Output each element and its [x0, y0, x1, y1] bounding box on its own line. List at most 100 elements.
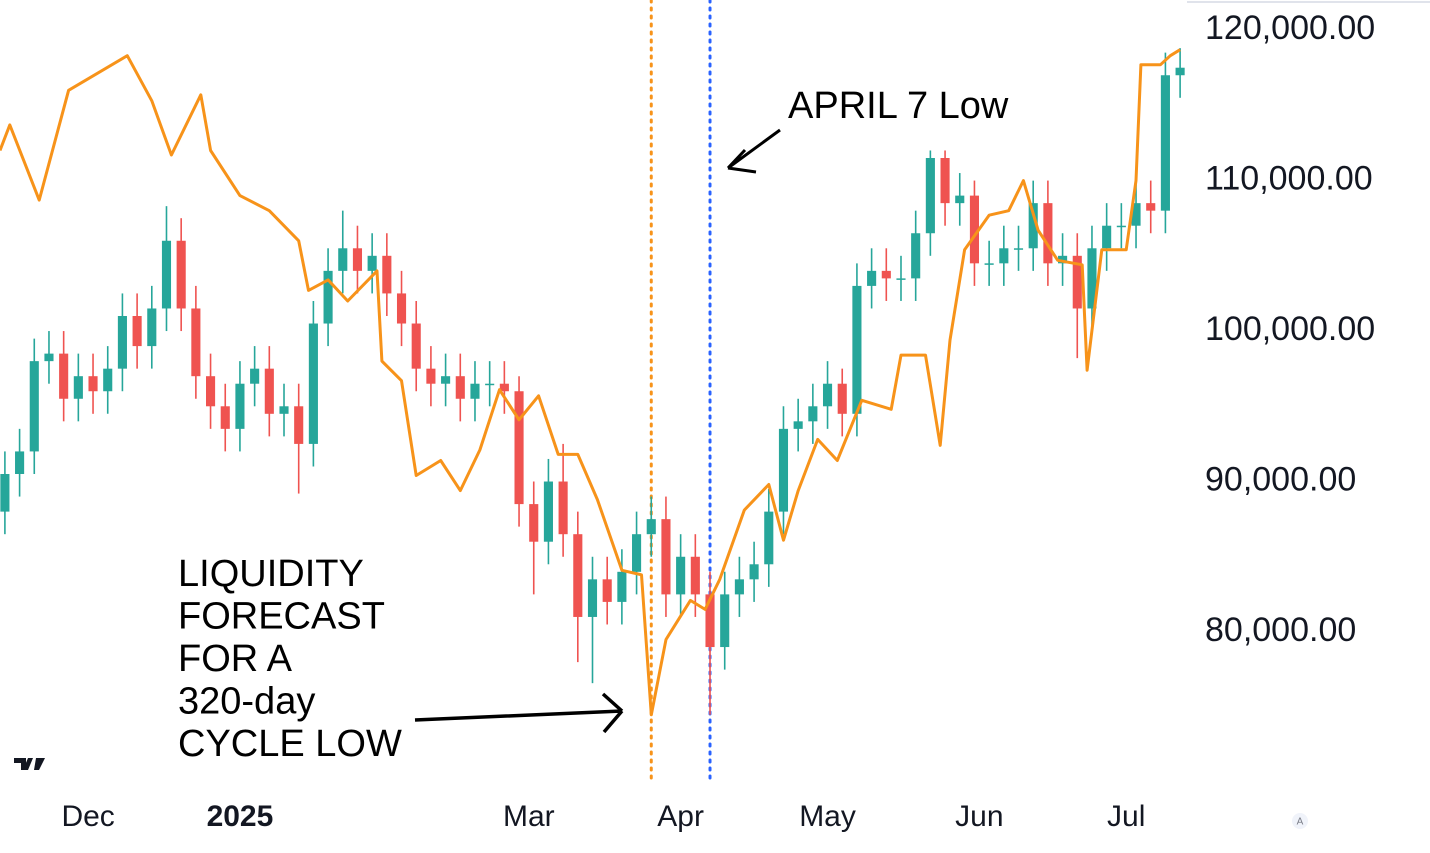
candle-body — [294, 406, 304, 444]
candle-body — [323, 270, 333, 324]
candle-body — [558, 481, 568, 535]
candle-body — [396, 293, 407, 324]
candle-body — [191, 308, 201, 377]
annotation-line: CYCLE LOW — [178, 723, 402, 765]
candle-body — [881, 270, 891, 279]
candle-body — [676, 556, 686, 595]
candle-body — [573, 534, 583, 617]
candle-body — [441, 376, 451, 384]
candle-body — [250, 368, 260, 384]
candle-body — [1102, 225, 1112, 249]
candle-body — [176, 240, 186, 309]
candle-body — [1116, 225, 1126, 228]
candle-body — [29, 361, 39, 452]
y-tick-label: 120,000.00 — [1205, 9, 1375, 47]
candle-body — [1028, 203, 1038, 249]
candle-body — [499, 383, 509, 392]
candle-body — [59, 353, 69, 399]
candle-body — [940, 158, 950, 204]
candle-body — [999, 248, 1009, 264]
candle-body — [1131, 203, 1141, 226]
candle-body — [529, 504, 539, 542]
candle-body — [896, 278, 906, 280]
candle-body — [147, 308, 157, 347]
candle-body — [1160, 75, 1170, 211]
x-tick-label: Jun — [955, 800, 1003, 833]
candle-body — [734, 579, 744, 595]
candle-body — [690, 556, 700, 595]
candle-body — [308, 323, 318, 444]
candle-body — [969, 195, 979, 264]
candle-body — [206, 376, 216, 407]
candle-body — [1175, 67, 1185, 76]
candle-body — [382, 255, 392, 294]
candle-body — [411, 323, 421, 369]
candle-body — [0, 474, 10, 512]
candle-body — [1146, 203, 1156, 211]
candle-body — [955, 195, 965, 204]
candle-body — [984, 263, 994, 265]
candle-body — [132, 316, 142, 347]
candle-body — [778, 428, 789, 512]
candle-body — [1058, 255, 1068, 264]
y-tick-label: 110,000.00 — [1205, 160, 1373, 198]
x-tick-label: Jul — [1107, 800, 1145, 833]
candle-body — [925, 158, 935, 234]
candle-body — [632, 534, 642, 572]
y-tick-label: 80,000.00 — [1205, 611, 1356, 649]
candle-body — [161, 240, 172, 309]
annotation-line: FOR A — [178, 638, 293, 680]
candle-body — [338, 248, 348, 271]
candle-body — [220, 406, 230, 429]
candle-body — [352, 248, 363, 271]
plot-area — [0, 0, 1185, 784]
candle-body — [279, 406, 289, 414]
arrow — [414, 692, 624, 734]
candle-body — [602, 579, 612, 602]
annotation: APRIL 7 Low — [788, 85, 1009, 127]
candle-body — [617, 571, 627, 602]
candle-body — [15, 451, 25, 474]
arrow — [726, 128, 781, 174]
candle-body — [470, 383, 480, 399]
svg-text:A: A — [1297, 817, 1304, 828]
candle-body — [103, 368, 113, 392]
candle-body — [867, 270, 877, 286]
candle-body — [852, 285, 862, 414]
candle-body — [646, 519, 656, 535]
candle-body — [73, 376, 83, 399]
annotation-line: 320-day — [178, 681, 315, 723]
x-tick-label: Dec — [61, 800, 114, 833]
candle-body — [426, 368, 436, 384]
candle-body — [514, 391, 524, 505]
tv-logo — [14, 758, 45, 770]
candle-body — [661, 519, 671, 595]
candle-body — [1013, 248, 1024, 250]
candle-body — [587, 579, 598, 617]
x-tick-label: Mar — [503, 800, 555, 833]
x-tick-label: Apr — [657, 800, 704, 833]
candle-body — [455, 376, 465, 399]
candle-body — [1072, 255, 1082, 309]
candle-body — [720, 594, 730, 648]
x-tick-label: 2025 — [207, 800, 274, 833]
liquidity-line — [0, 48, 1181, 717]
annotation-line: LIQUIDITY — [178, 553, 364, 595]
candle-body — [117, 316, 127, 369]
candle-body — [705, 594, 715, 648]
candle-body — [837, 383, 847, 414]
candle-body — [808, 406, 818, 422]
candle-body — [822, 383, 833, 407]
y-tick-label: 100,000.00 — [1205, 310, 1375, 348]
candle-body — [44, 353, 54, 362]
candle-body — [911, 233, 921, 279]
candle-body — [1087, 248, 1097, 309]
candle-body — [764, 511, 774, 565]
candle-body — [543, 481, 553, 542]
candle-body — [264, 368, 274, 414]
auto-scale-button[interactable]: A — [1292, 813, 1308, 829]
candle-body — [749, 564, 759, 580]
candle-body — [367, 255, 377, 271]
candle-body — [88, 376, 98, 392]
